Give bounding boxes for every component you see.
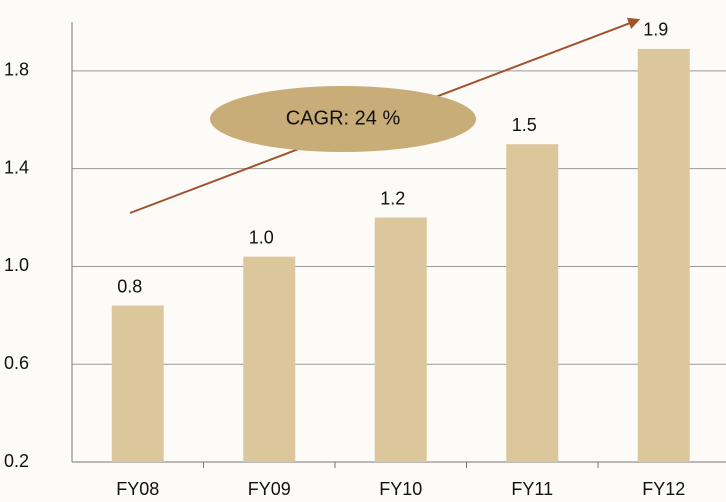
y-tick-label: 0.6 — [4, 353, 29, 373]
x-tick-label: FY12 — [642, 479, 685, 499]
bar — [637, 48, 690, 463]
value-label: 1.2 — [380, 188, 405, 208]
value-label: 1.5 — [512, 115, 537, 135]
y-tick-label: 1.0 — [4, 255, 29, 275]
bar — [243, 256, 296, 462]
x-tick-label: FY11 — [511, 479, 553, 499]
x-tick-label: FY10 — [379, 479, 422, 499]
bar — [111, 305, 164, 462]
y-tick-label: 1.8 — [4, 60, 29, 80]
bar — [506, 144, 559, 462]
y-tick-label: 1.4 — [4, 157, 29, 177]
y-tick-label: 0.2 — [4, 451, 29, 471]
value-label: 1.0 — [249, 227, 274, 247]
annotation: CAGR: 24 % — [286, 107, 401, 129]
value-label: 1.9 — [643, 20, 668, 40]
x-tick-label: FY08 — [116, 479, 159, 499]
bar — [374, 217, 427, 462]
value-label: 0.8 — [117, 276, 142, 296]
annotation-bubble — [210, 86, 476, 152]
x-tick-label: FY09 — [248, 479, 291, 499]
